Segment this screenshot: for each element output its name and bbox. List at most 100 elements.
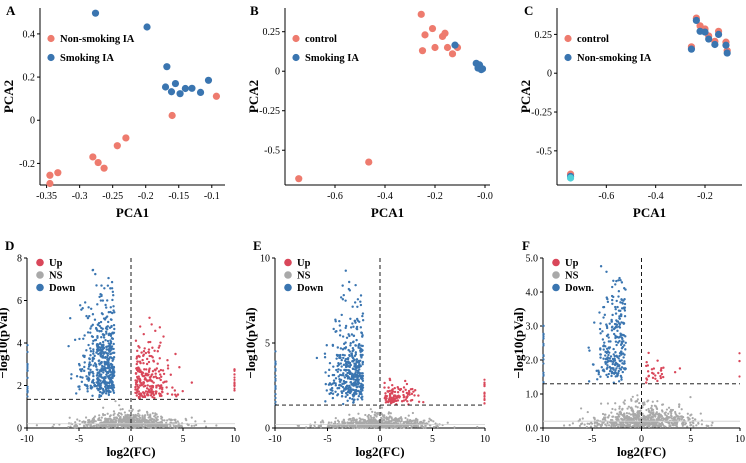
down-point: [337, 368, 340, 371]
down-point: [87, 376, 90, 379]
edge-down-point: [274, 384, 277, 388]
ns-point: [374, 424, 377, 427]
up-point: [392, 399, 395, 402]
down-point: [343, 354, 346, 357]
up-point: [143, 378, 147, 381]
x-tick-label: -0.15: [168, 191, 189, 202]
up-point: [162, 372, 166, 376]
down-point: [337, 375, 340, 378]
point-control: [443, 43, 452, 52]
legend-marker: [292, 34, 300, 43]
down-point: [605, 323, 608, 326]
ns-point: [354, 420, 358, 423]
ns-point: [121, 408, 124, 411]
point-control: [421, 31, 429, 39]
ns-point: [133, 426, 136, 429]
up-point: [166, 367, 170, 370]
down-point: [355, 358, 359, 361]
point-control: [418, 47, 427, 55]
down-point: [112, 374, 116, 378]
ns-point: [109, 417, 112, 420]
ns-point: [607, 424, 611, 427]
ns-point: [670, 417, 674, 420]
down-point: [360, 372, 363, 375]
ns-point: [421, 421, 424, 424]
y-tick-label: 10: [260, 254, 270, 265]
up-point: [657, 371, 660, 375]
down-point: [607, 347, 611, 350]
up-point: [651, 376, 655, 380]
x-tick-label: -5: [323, 434, 331, 445]
down-point: [361, 379, 365, 382]
down-point: [110, 379, 113, 382]
down-point: [606, 300, 610, 304]
down-point: [614, 312, 618, 315]
edge-down-point: [542, 324, 545, 327]
ns-point: [119, 408, 122, 411]
ns-point: [127, 418, 130, 421]
down-point: [356, 377, 359, 380]
edge-down-point: [26, 366, 29, 370]
down-point: [344, 381, 347, 384]
up-point: [405, 391, 409, 395]
ns-point: [363, 419, 366, 422]
legend-label: NS: [565, 271, 579, 282]
ns-point: [101, 412, 105, 416]
down-point: [612, 360, 615, 364]
ns-point: [381, 419, 384, 422]
down-point: [107, 342, 111, 345]
y-tick-label: -0.5: [264, 146, 280, 157]
ns-point: [623, 399, 626, 402]
ns-point: [682, 415, 685, 419]
down-point: [95, 327, 98, 331]
up-point: [403, 395, 406, 398]
ns-point: [691, 417, 694, 420]
up-point: [178, 366, 181, 369]
up-point: [142, 362, 145, 365]
ns-point: [346, 421, 349, 424]
down-point: [112, 309, 115, 312]
down-point: [353, 398, 356, 401]
legend-label: Down: [49, 283, 75, 294]
y-tick-label: 0: [265, 424, 270, 435]
up-point: [402, 399, 406, 402]
down-point: [360, 331, 363, 334]
down-point: [100, 343, 104, 347]
down-point: [609, 359, 613, 363]
ns-point: [639, 418, 642, 422]
down-point: [623, 353, 626, 356]
down-point: [351, 305, 354, 308]
down-point: [621, 362, 624, 365]
down-point: [351, 341, 355, 344]
ns-point: [634, 405, 637, 408]
x-axis-label: PCA1: [116, 205, 149, 220]
down-point: [607, 336, 610, 339]
down-point: [104, 355, 107, 359]
down-point: [615, 367, 618, 370]
down-point: [89, 354, 92, 357]
ns-point: [689, 424, 692, 427]
ns-point: [146, 424, 149, 428]
edge-down-point: [26, 385, 29, 388]
down-point: [96, 334, 99, 338]
down-point: [106, 284, 110, 287]
up-point: [145, 357, 149, 361]
up-point: [165, 386, 168, 389]
edge-down-point: [26, 369, 29, 372]
up-point: [166, 392, 169, 395]
down-point: [323, 352, 327, 355]
down-point: [102, 352, 105, 356]
ns-point: [664, 413, 667, 416]
down-point: [354, 362, 357, 365]
down-point: [358, 372, 361, 376]
ns-point: [93, 415, 97, 418]
down-point: [81, 376, 84, 379]
edge-down-point: [274, 379, 277, 382]
ns-point: [117, 412, 121, 415]
ns-point: [650, 404, 653, 407]
ns-point: [710, 424, 713, 427]
down-point: [98, 330, 101, 333]
up-point: [151, 369, 155, 373]
legend-label: Down.: [565, 283, 594, 294]
up-point: [166, 358, 169, 362]
